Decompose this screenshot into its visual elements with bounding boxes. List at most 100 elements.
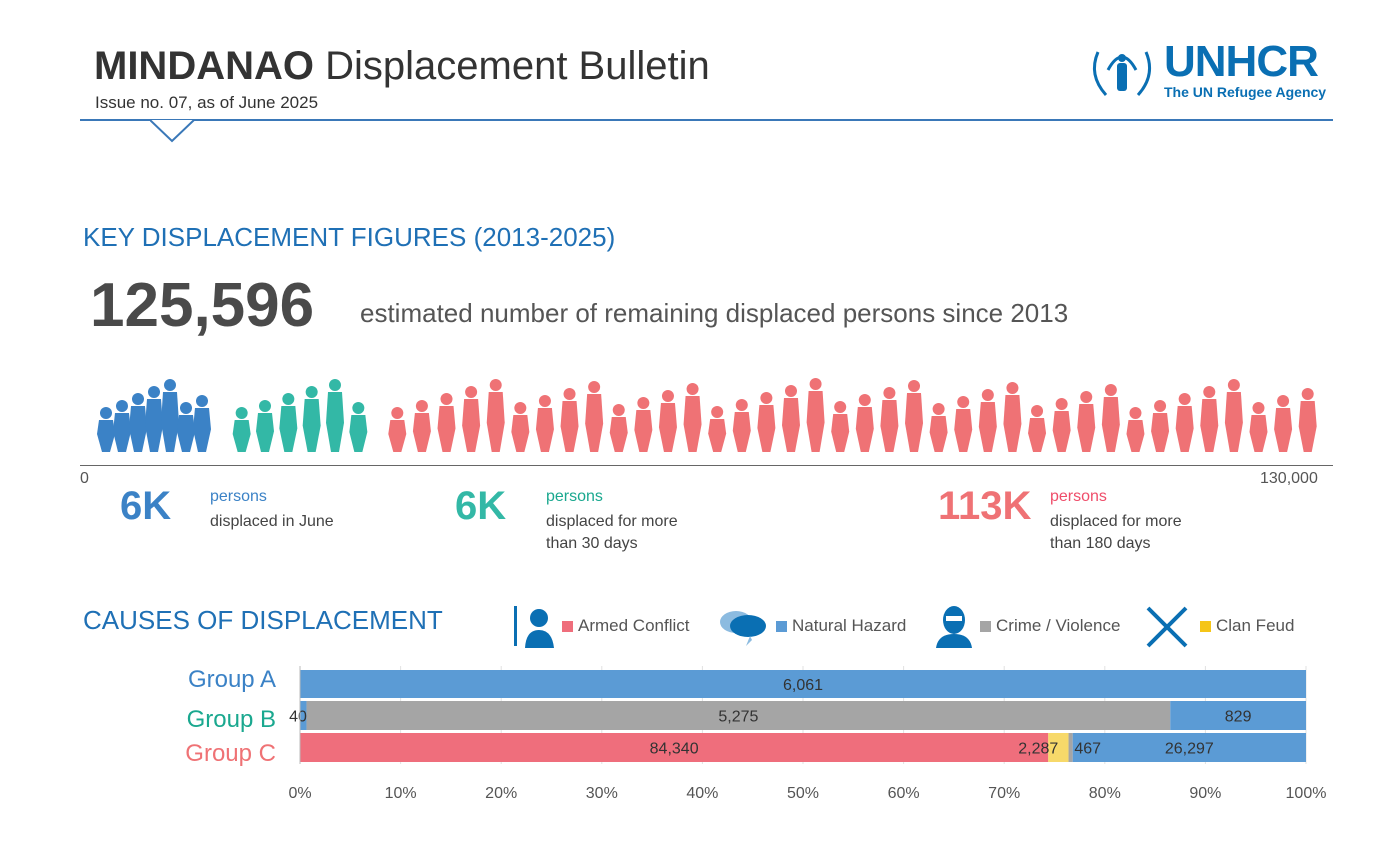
x-tick-label: 90% xyxy=(1189,785,1221,802)
person-silhouette-icon xyxy=(412,400,431,452)
axis-min-label: 0 xyxy=(80,470,89,487)
bar-data-label: 26,297 xyxy=(1165,741,1214,758)
crossed-rifles-icon xyxy=(1146,606,1188,648)
issue-info: Issue no. 07, as of June 2025 xyxy=(95,93,319,112)
legend-crime-violence: Crime / Violence xyxy=(934,604,1120,648)
person-silhouette-icon xyxy=(161,379,179,452)
x-tick-label: 100% xyxy=(1286,785,1327,802)
masked-person-icon xyxy=(936,606,972,648)
bar-data-label: 40 xyxy=(289,709,307,726)
legend-label: Armed Conflict xyxy=(578,616,690,635)
key-figures-title: KEY DISPLACEMENT FIGURES (2013-2025) xyxy=(83,222,616,252)
causes-title: CAUSES OF DISPLACEMENT xyxy=(83,605,443,635)
total-displaced-desc: estimated number of remaining displaced … xyxy=(360,298,1069,328)
group-b-label: Group B xyxy=(186,706,276,733)
x-tick-label: 40% xyxy=(686,785,718,802)
bar-segment xyxy=(300,701,307,730)
figure-30days-value: 6K xyxy=(455,484,507,528)
person-silhouette-icon xyxy=(585,381,604,452)
group-a-label: Group A xyxy=(187,666,276,693)
bar-segment xyxy=(1170,701,1306,730)
unhcr-emblem-icon xyxy=(1092,51,1152,97)
swatch-armed-conflict xyxy=(562,620,573,632)
person-silhouette-icon xyxy=(658,390,677,452)
bar-data-label: 2,287 xyxy=(1018,741,1058,758)
person-silhouette-icon xyxy=(560,388,579,452)
person-silhouette-icon xyxy=(1028,405,1047,452)
swatch-clan-feud xyxy=(1200,620,1211,632)
legend-label: Crime / Violence xyxy=(996,616,1121,635)
group-c-label: Group C xyxy=(185,740,276,767)
person-silhouette-icon xyxy=(232,407,251,452)
person-silhouette-icon xyxy=(129,393,147,452)
bar-segment xyxy=(300,670,1306,698)
figure-30days-unit: persons xyxy=(546,488,603,505)
figure-june-unit: persons xyxy=(210,488,267,505)
figure-180days-value: 113K xyxy=(938,484,1032,528)
legend-clan-feud: Clan Feud xyxy=(1140,604,1294,648)
person-silhouette-icon xyxy=(388,407,407,452)
header-notch xyxy=(150,119,195,143)
person-silhouette-icon xyxy=(1224,379,1243,452)
legend-label: Clan Feud xyxy=(1216,616,1295,635)
person-silhouette-icon xyxy=(486,379,505,452)
person-silhouette-icon xyxy=(954,396,973,452)
bar-data-label: 6,061 xyxy=(783,677,823,694)
person-silhouette-icon xyxy=(1003,382,1022,452)
person-silhouette-icon xyxy=(757,392,776,452)
person-silhouette-icon xyxy=(880,387,899,452)
person-silhouette-icon xyxy=(1101,384,1120,452)
person-silhouette-icon xyxy=(1298,388,1317,452)
title-rest: Displacement Bulletin xyxy=(325,44,710,88)
figure-30days-desc: displaced for more than 30 days xyxy=(546,513,678,552)
x-tick-label: 80% xyxy=(1089,785,1121,802)
person-silhouette-icon xyxy=(326,379,344,452)
x-tick-label: 10% xyxy=(385,785,417,802)
legend-natural-hazard: Natural Hazard xyxy=(716,604,906,648)
bar-data-label: 84,340 xyxy=(650,741,699,758)
person-silhouette-icon xyxy=(1077,391,1096,452)
person-silhouette-icon xyxy=(1249,402,1268,452)
axis-max-label: 130,000 xyxy=(1260,470,1318,487)
person-silhouette-icon xyxy=(929,403,948,452)
swatch-natural-hazard xyxy=(776,620,787,632)
person-silhouette-icon xyxy=(511,402,530,452)
person-silhouette-icon xyxy=(437,393,456,452)
bar-data-label: 829 xyxy=(1225,709,1252,726)
person-silhouette-icon xyxy=(1175,393,1194,452)
x-tick-label: 30% xyxy=(586,785,618,802)
legend-label: Natural Hazard xyxy=(792,616,907,635)
person-silhouette-icon xyxy=(609,404,628,452)
person-silhouette-icon xyxy=(462,386,481,452)
person-silhouette-icon xyxy=(193,395,211,452)
people-silhouettes xyxy=(97,378,1317,452)
title-bold: MINDANAO xyxy=(94,44,314,88)
soldier-icon xyxy=(514,606,554,648)
person-silhouette-icon xyxy=(1052,398,1071,452)
bar-segment xyxy=(1048,733,1069,762)
x-tick-label: 20% xyxy=(485,785,517,802)
header-divider xyxy=(80,119,1333,121)
person-silhouette-icon xyxy=(683,383,702,452)
bar-segment xyxy=(300,733,1049,762)
person-silhouette-icon xyxy=(535,395,554,452)
person-silhouette-icon xyxy=(113,400,131,452)
person-silhouette-icon xyxy=(256,400,274,452)
person-silhouette-icon xyxy=(978,389,997,452)
person-silhouette-icon xyxy=(349,402,368,452)
unhcr-logo-subtitle: The UN Refugee Agency xyxy=(1164,84,1327,100)
person-silhouette-icon xyxy=(855,394,874,452)
total-displaced-number: 125,596 xyxy=(90,271,315,340)
bar-segment xyxy=(1072,733,1306,762)
storm-cloud-icon xyxy=(720,611,766,646)
figure-june-desc: displaced in June xyxy=(210,513,334,530)
person-silhouette-icon xyxy=(279,393,298,452)
bar-segment xyxy=(1068,733,1073,762)
x-tick-label: 70% xyxy=(988,785,1020,802)
people-axis-line xyxy=(80,465,1333,466)
figure-june-value: 6K xyxy=(120,484,172,528)
x-tick-label: 50% xyxy=(787,785,819,802)
person-silhouette-icon xyxy=(1126,407,1145,452)
person-silhouette-icon xyxy=(905,380,924,452)
person-silhouette-icon xyxy=(1151,400,1170,452)
